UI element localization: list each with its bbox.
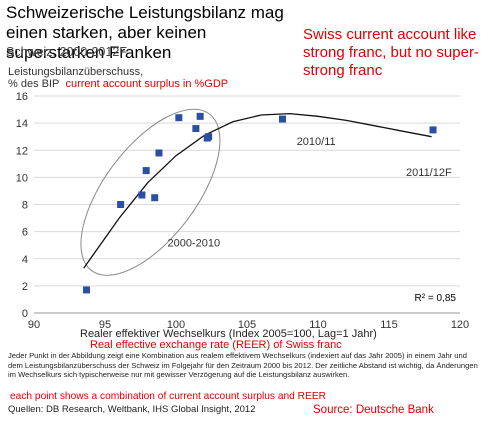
- annotation-label: 2010/11: [297, 136, 336, 148]
- x-tick-label: 105: [238, 319, 256, 331]
- y-tick-label: 12: [16, 145, 28, 157]
- y-axis-title-english: current account surplus in %GDP: [65, 78, 229, 90]
- footnote: Jeder Punkt in der Abbildung zeigt eine …: [8, 351, 478, 380]
- chart-title: Schweizerische Leistungsbilanz mag einen…: [6, 3, 284, 62]
- y-tick-label: 8: [22, 200, 28, 212]
- data-point: [117, 201, 125, 208]
- sources: Quellen: DB Research, Weltbank, IHS Glob…: [8, 404, 256, 415]
- data-point: [192, 125, 200, 133]
- source-english: Source: Deutsche Bank: [313, 404, 434, 416]
- x-axis-title-english: Real effective exchange rate (REER) of S…: [90, 339, 342, 351]
- data-point: [83, 286, 91, 294]
- annotation-label: 2011/12F: [406, 167, 452, 179]
- y-axis-title-line1: Leistungsbilanzüberschuss,: [8, 66, 144, 78]
- y-tick-label: 0: [22, 308, 28, 320]
- x-axis-title: Realer effektiver Wechselkurs (Index 200…: [80, 328, 377, 340]
- y-axis-title-line2: % des BIP: [8, 78, 60, 90]
- data-point: [142, 167, 150, 175]
- data-point: [175, 114, 183, 122]
- y-tick-label: 10: [16, 172, 28, 184]
- data-point: [155, 149, 163, 157]
- r-squared-label: R² = 0,85: [415, 293, 457, 304]
- y-tick-label: 4: [22, 254, 28, 266]
- y-tick-label: 16: [16, 91, 28, 103]
- y-tick-label: 6: [22, 227, 28, 239]
- data-point: [138, 191, 146, 199]
- data-point: [205, 133, 213, 141]
- y-tick-label: 14: [16, 118, 28, 130]
- trend-line: [83, 112, 432, 269]
- data-point: [196, 112, 204, 120]
- footnote-english: each point shows a combination of curren…: [10, 391, 326, 402]
- data-point: [151, 194, 159, 202]
- data-point: [279, 115, 286, 123]
- x-tick-label: 120: [451, 319, 469, 331]
- y-tick-label: 2: [22, 281, 28, 293]
- y-axis-title: Leistungsbilanzüberschuss, % des BIP cur…: [8, 66, 228, 90]
- cluster-ellipse: [80, 108, 221, 276]
- x-tick-label: 110: [309, 319, 327, 331]
- english-title: Swiss current account like strong franc,…: [303, 26, 479, 79]
- x-tick-label: 95: [99, 319, 111, 331]
- data-point: [429, 126, 437, 134]
- annotation-label: 2000-2010: [167, 238, 220, 250]
- chart-subtitle: Schweiz, 2000-2012F: [6, 45, 127, 59]
- x-tick-label: 90: [28, 319, 40, 331]
- x-tick-label: 115: [380, 319, 398, 331]
- x-tick-label: 100: [167, 319, 185, 331]
